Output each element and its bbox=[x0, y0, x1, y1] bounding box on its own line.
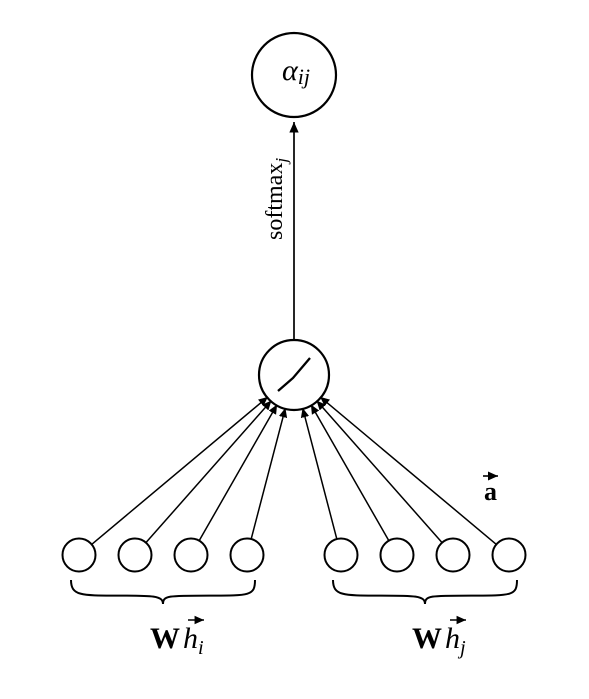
input-node bbox=[437, 539, 470, 572]
input-node bbox=[381, 539, 414, 572]
input-edge bbox=[311, 405, 389, 541]
brace-left bbox=[71, 580, 255, 604]
input-node bbox=[325, 539, 358, 572]
a-vector-label: a bbox=[483, 476, 498, 506]
input-edge bbox=[146, 400, 272, 542]
input-node bbox=[175, 539, 208, 572]
input-edges bbox=[92, 397, 497, 545]
input-node bbox=[119, 539, 152, 572]
input-nodes bbox=[63, 539, 526, 572]
input-node bbox=[231, 539, 264, 572]
input-edge bbox=[317, 400, 443, 542]
input-edge bbox=[303, 408, 337, 539]
brace-right bbox=[333, 580, 517, 604]
softmax-label: softmaxj bbox=[262, 158, 291, 240]
input-edge bbox=[251, 408, 285, 539]
svg-text:a: a bbox=[484, 477, 497, 506]
input-node bbox=[63, 539, 96, 572]
activation-node bbox=[259, 340, 329, 410]
input-edge bbox=[320, 397, 496, 545]
brace-label-right: Whj bbox=[412, 620, 466, 659]
attention-diagram: softmaxj αij a Whi Whj bbox=[0, 0, 589, 699]
svg-text:Whi: Whi bbox=[150, 622, 204, 659]
svg-text:Whj: Whj bbox=[412, 622, 466, 659]
brace-label-left: Whi bbox=[150, 620, 204, 659]
input-edge bbox=[199, 405, 277, 541]
input-edge bbox=[92, 397, 268, 545]
input-node bbox=[493, 539, 526, 572]
